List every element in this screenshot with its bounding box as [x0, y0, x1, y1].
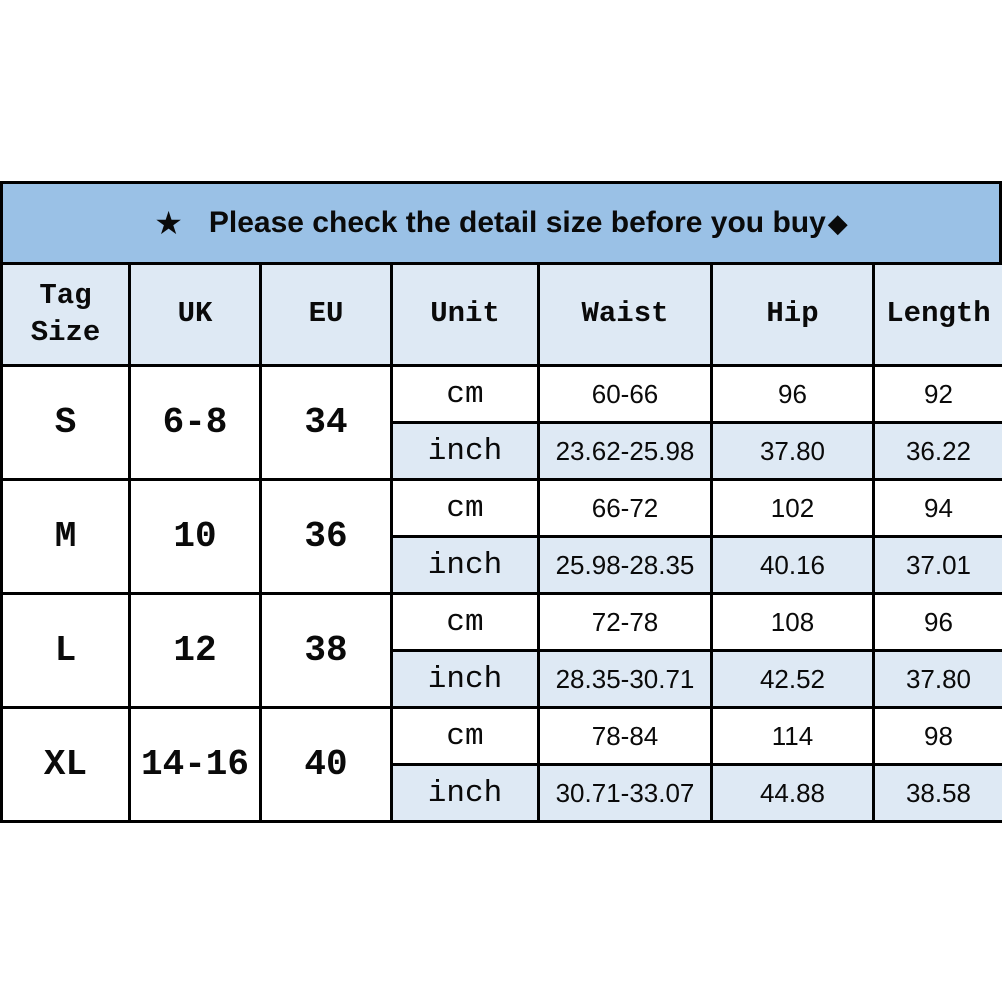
- diamond-icon: ◆: [827, 207, 848, 238]
- waist-value: 60-66: [537, 364, 713, 424]
- tag-size-value: S: [0, 364, 131, 481]
- hip-value: 102: [710, 478, 875, 538]
- eu-size-value: 40: [259, 706, 393, 823]
- col-header-hip: Hip: [710, 262, 875, 367]
- banner-text: Please check the detail size before you …: [208, 206, 826, 239]
- uk-size-value: 6-8: [128, 364, 262, 481]
- eu-size-value: 34: [259, 364, 393, 481]
- uk-size-value: 10: [128, 478, 262, 595]
- tag-size-value: L: [0, 592, 131, 709]
- waist-value: 30.71-33.07: [537, 763, 713, 823]
- waist-value: 78-84: [537, 706, 713, 766]
- tag-size-value: XL: [0, 706, 131, 823]
- table-row-m-cm: M 10 36 cm 66-72 102 94: [0, 478, 1002, 595]
- col-header-unit: Unit: [390, 262, 540, 367]
- table-row-m-inch: inch 25.98-28.35 40.16 37.01: [2, 535, 1002, 595]
- hip-value: 40.16: [710, 535, 875, 595]
- table-row-xl-cm: XL 14-16 40 cm 78-84 114 98: [0, 706, 1002, 823]
- table-row-l-inch: inch 28.35-30.71 42.52 37.80: [2, 649, 1002, 709]
- table-row-s-inch: inch 23.62-25.98 37.80 36.22: [2, 421, 1002, 481]
- length-value: 94: [872, 478, 1002, 538]
- length-value: 92: [872, 364, 1002, 424]
- uk-size-value: 14-16: [128, 706, 262, 823]
- unit-label: cm: [390, 364, 540, 424]
- tag-size-value: M: [0, 478, 131, 595]
- unit-label: inch: [390, 763, 540, 823]
- table-row-xl-inch: inch 30.71-33.07 44.88 38.58: [2, 763, 1002, 823]
- header-row: Tag Size UK EU Unit Waist Hip Length: [0, 262, 1002, 367]
- col-header-waist: Waist: [537, 262, 713, 367]
- hip-value: 42.52: [710, 649, 875, 709]
- length-value: 96: [872, 592, 1002, 652]
- unit-label: cm: [390, 478, 540, 538]
- size-table: Tag Size UK EU Unit Waist Hip Length S 6…: [0, 262, 1002, 823]
- waist-value: 28.35-30.71: [537, 649, 713, 709]
- length-value: 37.01: [872, 535, 1002, 595]
- unit-label: cm: [390, 706, 540, 766]
- col-header-tag-size: Tag Size: [0, 262, 131, 367]
- hip-value: 37.80: [710, 421, 875, 481]
- uk-size-value: 12: [128, 592, 262, 709]
- star-icon: ★: [154, 205, 183, 241]
- hip-value: 96: [710, 364, 875, 424]
- waist-value: 25.98-28.35: [537, 535, 713, 595]
- unit-label: inch: [390, 421, 540, 481]
- length-value: 38.58: [872, 763, 1002, 823]
- unit-label: cm: [390, 592, 540, 652]
- unit-label: inch: [390, 535, 540, 595]
- eu-size-value: 38: [259, 592, 393, 709]
- waist-value: 23.62-25.98: [537, 421, 713, 481]
- table-row-l-cm: L 12 38 cm 72-78 108 96: [0, 592, 1002, 709]
- length-value: 36.22: [872, 421, 1002, 481]
- waist-value: 72-78: [537, 592, 713, 652]
- col-header-length: Length: [872, 262, 1002, 367]
- eu-size-value: 36: [259, 478, 393, 595]
- waist-value: 66-72: [537, 478, 713, 538]
- hip-value: 44.88: [710, 763, 875, 823]
- length-value: 98: [872, 706, 1002, 766]
- banner: ★ Please check the detail size before you…: [0, 181, 1002, 262]
- unit-label: inch: [390, 649, 540, 709]
- hip-value: 114: [710, 706, 875, 766]
- col-header-uk: UK: [128, 262, 262, 367]
- hip-value: 108: [710, 592, 875, 652]
- table-row-s-cm: S 6-8 34 cm 60-66 96 92: [0, 364, 1002, 481]
- size-chart: ★ Please check the detail size before you…: [0, 181, 1002, 823]
- length-value: 37.80: [872, 649, 1002, 709]
- col-header-eu: EU: [259, 262, 393, 367]
